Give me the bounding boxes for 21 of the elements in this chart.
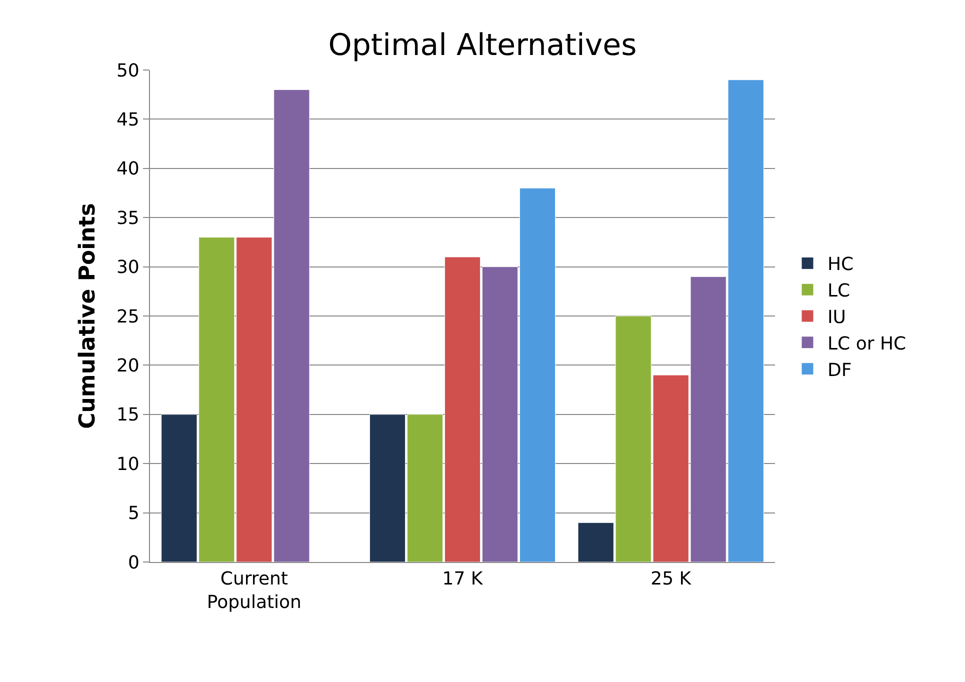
y-tick-label: 30: [116, 257, 140, 278]
legend-label: IU: [828, 307, 846, 328]
x-tick-label: 25 K: [650, 568, 692, 590]
legend-label: LC or HC: [828, 333, 906, 354]
y-tick-label: 5: [128, 503, 140, 524]
y-tick-label: 10: [116, 454, 140, 475]
y-tick-label: 0: [128, 552, 140, 574]
y-axis-title: Cumulative Points: [75, 203, 100, 429]
y-tick-label: 20: [116, 356, 140, 376]
y-tick-label: 50: [116, 60, 140, 82]
chart-title: Optimal Alternatives: [328, 28, 637, 64]
legend-label: DF: [828, 360, 852, 381]
legend-label: HC: [828, 254, 854, 276]
x-tick-label: 17 K: [442, 568, 484, 590]
y-tick-label: 25: [116, 306, 140, 328]
y-tick-label: 35: [116, 208, 140, 229]
x-tick-label: Current Population: [206, 568, 302, 613]
y-tick-label: 40: [116, 158, 140, 180]
y-tick-label: 15: [116, 404, 140, 426]
legend-label: LC: [828, 280, 850, 302]
y-tick-label: 45: [116, 110, 140, 130]
